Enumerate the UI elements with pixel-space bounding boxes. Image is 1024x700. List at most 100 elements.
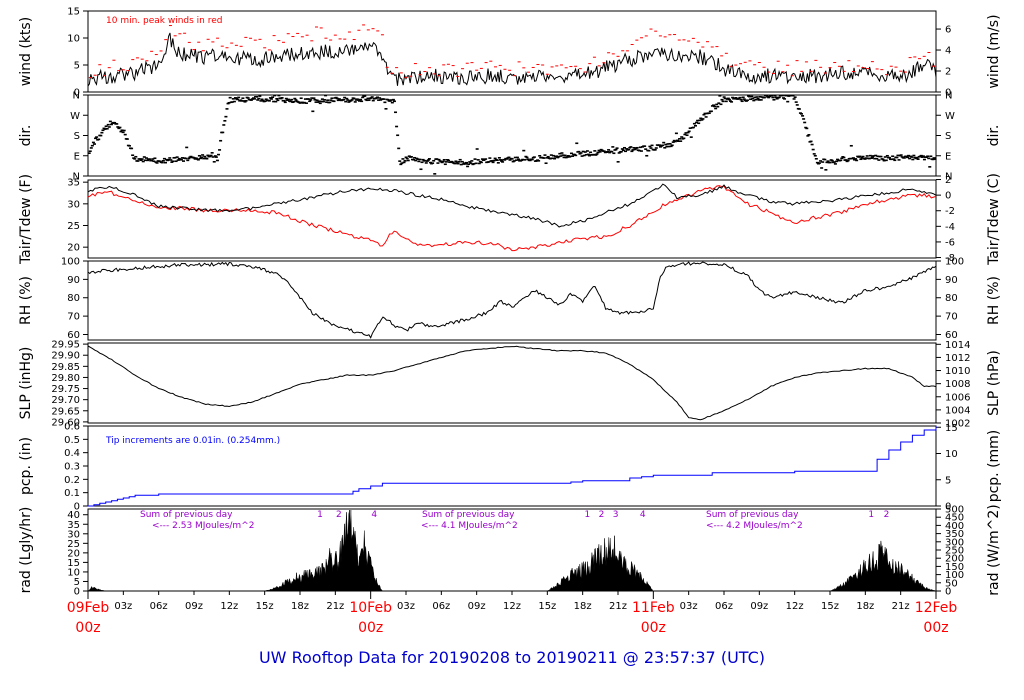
wind-direction-point [443, 163, 447, 166]
wind-direction-point [484, 158, 488, 160]
wind-direction-point [359, 98, 363, 101]
wind-direction-point [911, 158, 915, 161]
wind-direction-point [854, 158, 858, 160]
wind-direction-point [321, 100, 325, 103]
wind-direction-point [355, 98, 359, 100]
wind-direction-point [467, 163, 471, 166]
wind-direction-point [538, 155, 542, 157]
wind-direction-point [598, 151, 602, 153]
wind-direction-point [691, 126, 695, 129]
wind-direction-point [586, 153, 590, 156]
radiation-sum-label: Sum of previous day [140, 510, 233, 520]
wind-direction-point [260, 98, 264, 101]
wind-direction-point [357, 100, 361, 102]
wind-direction-point [170, 161, 174, 163]
wind-direction-point [243, 101, 247, 103]
dir-left-tick-label: N [73, 91, 80, 102]
wind-direction-point [902, 157, 906, 159]
wind-direction-point [145, 159, 149, 162]
wind-direction-point [105, 127, 109, 130]
wind-direction-point [556, 156, 560, 159]
wind-direction-point [375, 96, 379, 99]
rad-right-axis-label: rad (W/m^2) [986, 504, 1002, 595]
wind-direction-point [336, 99, 340, 102]
wind-direction-point [143, 159, 147, 162]
wind-direction-point [405, 157, 409, 160]
wind-direction-point [97, 138, 101, 141]
wind-direction-point [675, 139, 679, 142]
time-tick-label: 06z [715, 601, 733, 612]
wind-direction-point [868, 154, 872, 157]
wind-direction-point [525, 156, 529, 159]
wind-direction-point [418, 158, 422, 161]
wind-direction-point [907, 154, 911, 157]
slp-right-tick-label: 1006 [945, 392, 970, 403]
wind-direction-point [275, 97, 279, 100]
wind-direction-point [679, 140, 683, 142]
wind-direction-point [173, 156, 177, 159]
wind-direction-point [879, 155, 883, 158]
wind-direction-point [635, 146, 639, 149]
temp-right-tick-label: -6 [945, 237, 955, 248]
wind-direction-point [637, 149, 641, 152]
dir-right-tick-label: N [945, 91, 952, 102]
wind-direction-point [91, 141, 95, 144]
wind-direction-point [919, 154, 923, 157]
wind-direction-point [282, 99, 286, 102]
wind-direction-point [318, 102, 322, 105]
wind-direction-point [653, 148, 657, 151]
dir-right-tick-label: E [945, 151, 951, 162]
wind-direction-point [280, 97, 284, 99]
wind-direction-point [174, 160, 178, 163]
wind-direction-point [683, 133, 687, 136]
rad-left-tick-label: 5 [74, 577, 80, 588]
wind-direction-point [274, 100, 278, 103]
wind-direction-point [219, 139, 223, 142]
wind-direction-point [515, 156, 519, 159]
wind-direction-point [171, 160, 175, 163]
wind-direction-point [614, 148, 618, 151]
rh-left-tick-label: 70 [67, 312, 80, 323]
wind-direction-point [751, 97, 755, 100]
radiation-event-marker: 4 [371, 510, 377, 520]
wind-direction-point [606, 150, 610, 153]
wind-speed-line [87, 32, 937, 87]
wind-direction-point [396, 134, 400, 137]
pcp-left-tick-label: 0.4 [64, 448, 80, 459]
wind-direction-point [696, 119, 700, 122]
temp-right-tick-label: -4 [945, 222, 955, 233]
wind-direction-point [88, 150, 92, 153]
wind-direction-point [371, 99, 375, 102]
wind-direction-point [795, 104, 799, 106]
rh-right-tick-label: 60 [945, 330, 958, 341]
wind-direction-point [772, 98, 776, 101]
wind-direction-point [523, 159, 527, 161]
wind-direction-point [498, 159, 502, 161]
wind-direction-point [674, 132, 678, 135]
wind-direction-point [869, 157, 873, 159]
wind-direction-point [163, 161, 167, 164]
wind-direction-point [241, 97, 245, 99]
wind-direction-point [803, 121, 807, 124]
wind-direction-point [689, 136, 693, 138]
wind-direction-point [745, 99, 749, 102]
wind-direction-point [597, 149, 601, 152]
wind-direction-point [714, 107, 718, 110]
wind-direction-point [140, 158, 144, 160]
time-tick-label: 15z [821, 601, 839, 612]
wind-direction-point [875, 157, 879, 160]
wind-direction-point [587, 154, 591, 157]
wind-direction-point [629, 146, 633, 148]
temp-left-axis-label: Tair/Tdew (F) [18, 174, 34, 265]
wind-direction-point [557, 155, 561, 158]
wind-direction-point [177, 157, 181, 160]
wind-direction-point [272, 100, 276, 103]
wind-direction-point [510, 158, 514, 160]
rad-right-tick-label: 150 [945, 562, 964, 573]
wind-direction-point [407, 155, 411, 157]
wind-direction-point [401, 158, 405, 160]
wind-direction-point [801, 115, 805, 117]
wind-direction-point [431, 162, 435, 164]
wind-direction-point [89, 147, 93, 149]
wind-direction-point [227, 101, 231, 104]
